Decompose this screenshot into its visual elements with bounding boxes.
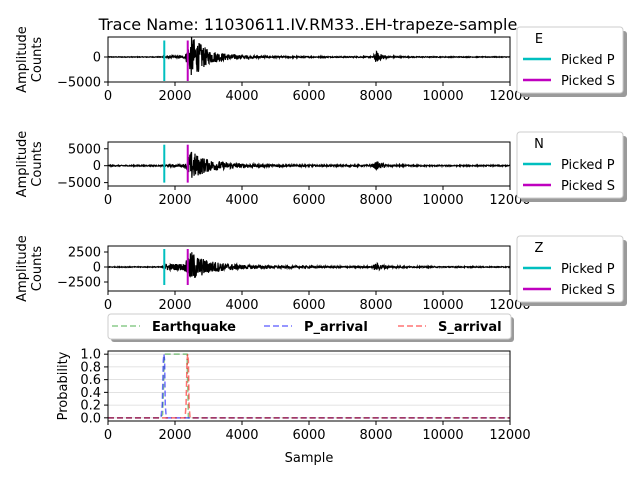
y-tick-label: 0.2 — [80, 399, 101, 414]
x-tick-label: 4000 — [225, 428, 258, 443]
chart-title: Trace Name: 11030611.IV.RM33..EH-trapeze… — [98, 15, 518, 34]
y-tick-label: 0.8 — [80, 360, 101, 375]
y-axis-label: Probability — [56, 351, 71, 420]
panel-probability: 0 2000 4000 6000 8000 10000 12000 0.00.20.40.60… — [56, 313, 531, 466]
legend-box — [516, 131, 624, 199]
x-tick-label: 6000 — [292, 428, 325, 443]
x-tick-label: 10000 — [422, 428, 463, 443]
y-tick-label: −2500 — [57, 276, 101, 291]
waveform-trace — [108, 37, 510, 76]
x-tick-label: 8000 — [359, 298, 392, 313]
legend-box — [516, 26, 624, 94]
plot-area — [108, 37, 510, 81]
x-tick-label: 6000 — [292, 298, 325, 313]
legend: E Picked P Picked S — [516, 26, 627, 97]
legend-label: Picked S — [561, 74, 615, 89]
x-tick-label: 0 — [104, 298, 112, 313]
legend-label: S_arrival — [438, 320, 502, 335]
legend: Earthquake P_arrival S_arrival — [107, 313, 514, 342]
y-tick-label: 0.0 — [80, 411, 101, 426]
legend-label: Picked S — [561, 283, 615, 298]
x-tick-label: 0 — [104, 89, 112, 104]
x-tick-label: 8000 — [359, 193, 392, 208]
x-tick-label: 4000 — [225, 89, 258, 104]
plot-area — [108, 144, 510, 183]
y-axis-label: Counts — [30, 141, 45, 187]
x-tick-label: 8000 — [359, 89, 392, 104]
x-tick-label: 2000 — [158, 428, 191, 443]
x-tick-label: 8000 — [359, 428, 392, 443]
y-tick-label: 0 — [93, 51, 101, 66]
x-tick-label: 4000 — [225, 193, 258, 208]
x-tick-label: 10000 — [422, 193, 463, 208]
legend-title: E — [535, 32, 543, 47]
x-tick-label: 2000 — [158, 89, 191, 104]
panels: 0 2000 4000 6000 8000 10000 120000−5000Amplitu… — [15, 26, 627, 466]
y-axis-label: Amplitude — [15, 131, 30, 198]
y-tick-label: −5000 — [57, 76, 101, 91]
legend-box — [107, 313, 512, 340]
series-earthquake — [108, 353, 510, 419]
panel-z: 0 2000 4000 6000 8000 10000 1200025000−2500Amp… — [15, 235, 627, 313]
x-tick-label: 4000 — [225, 298, 258, 313]
y-tick-label: 0 — [93, 261, 101, 276]
x-tick-label: 2000 — [158, 193, 191, 208]
legend: N Picked P Picked S — [516, 131, 627, 202]
legend-label: Picked P — [561, 53, 615, 68]
x-tick-label: 0 — [104, 193, 112, 208]
x-tick-label: 6000 — [292, 193, 325, 208]
x-axis-label: Sample — [285, 451, 334, 466]
y-axis-label: Counts — [30, 246, 45, 292]
x-tick-label: 2000 — [158, 298, 191, 313]
legend-box — [516, 235, 624, 303]
y-axis-label: Amplitude — [15, 235, 30, 302]
y-tick-label: 0.6 — [80, 373, 101, 388]
legend-title: N — [534, 137, 544, 152]
x-tick-label: 0 — [104, 428, 112, 443]
y-tick-label: −5000 — [57, 176, 101, 191]
series-s-arrival — [108, 354, 510, 419]
plot-area — [108, 249, 510, 285]
plot-area — [108, 353, 510, 419]
legend-label: Picked P — [561, 262, 615, 277]
y-tick-label: 0.4 — [80, 386, 101, 401]
x-tick-label: 10000 — [422, 89, 463, 104]
legend-label: Picked P — [561, 158, 615, 173]
x-tick-label: 12000 — [489, 428, 530, 443]
y-tick-label: 0 — [93, 159, 101, 174]
legend-label: Picked S — [561, 179, 615, 194]
x-tick-label: 10000 — [422, 298, 463, 313]
waveform-trace — [108, 151, 510, 178]
legend-label: P_arrival — [304, 320, 368, 335]
x-tick-label: 6000 — [292, 89, 325, 104]
y-tick-label: 5000 — [68, 142, 101, 157]
legend-title: Z — [535, 241, 544, 256]
legend-label: Earthquake — [152, 320, 236, 335]
series-p-arrival — [108, 354, 510, 419]
axes-frame — [107, 350, 511, 422]
y-axis-label: Counts — [30, 37, 45, 83]
y-tick-label: 1.0 — [80, 348, 101, 363]
waveform-trace — [108, 252, 510, 279]
y-axis-label: Amplitude — [15, 26, 30, 93]
panel-n: 0 2000 4000 6000 8000 10000 1200050000−5000Amp… — [15, 131, 627, 208]
y-tick-label: 2500 — [68, 246, 101, 261]
legend: Z Picked P Picked S — [516, 235, 627, 306]
panel-e: 0 2000 4000 6000 8000 10000 120000−5000Amplitu… — [15, 26, 627, 104]
axes-frame — [107, 36, 511, 83]
